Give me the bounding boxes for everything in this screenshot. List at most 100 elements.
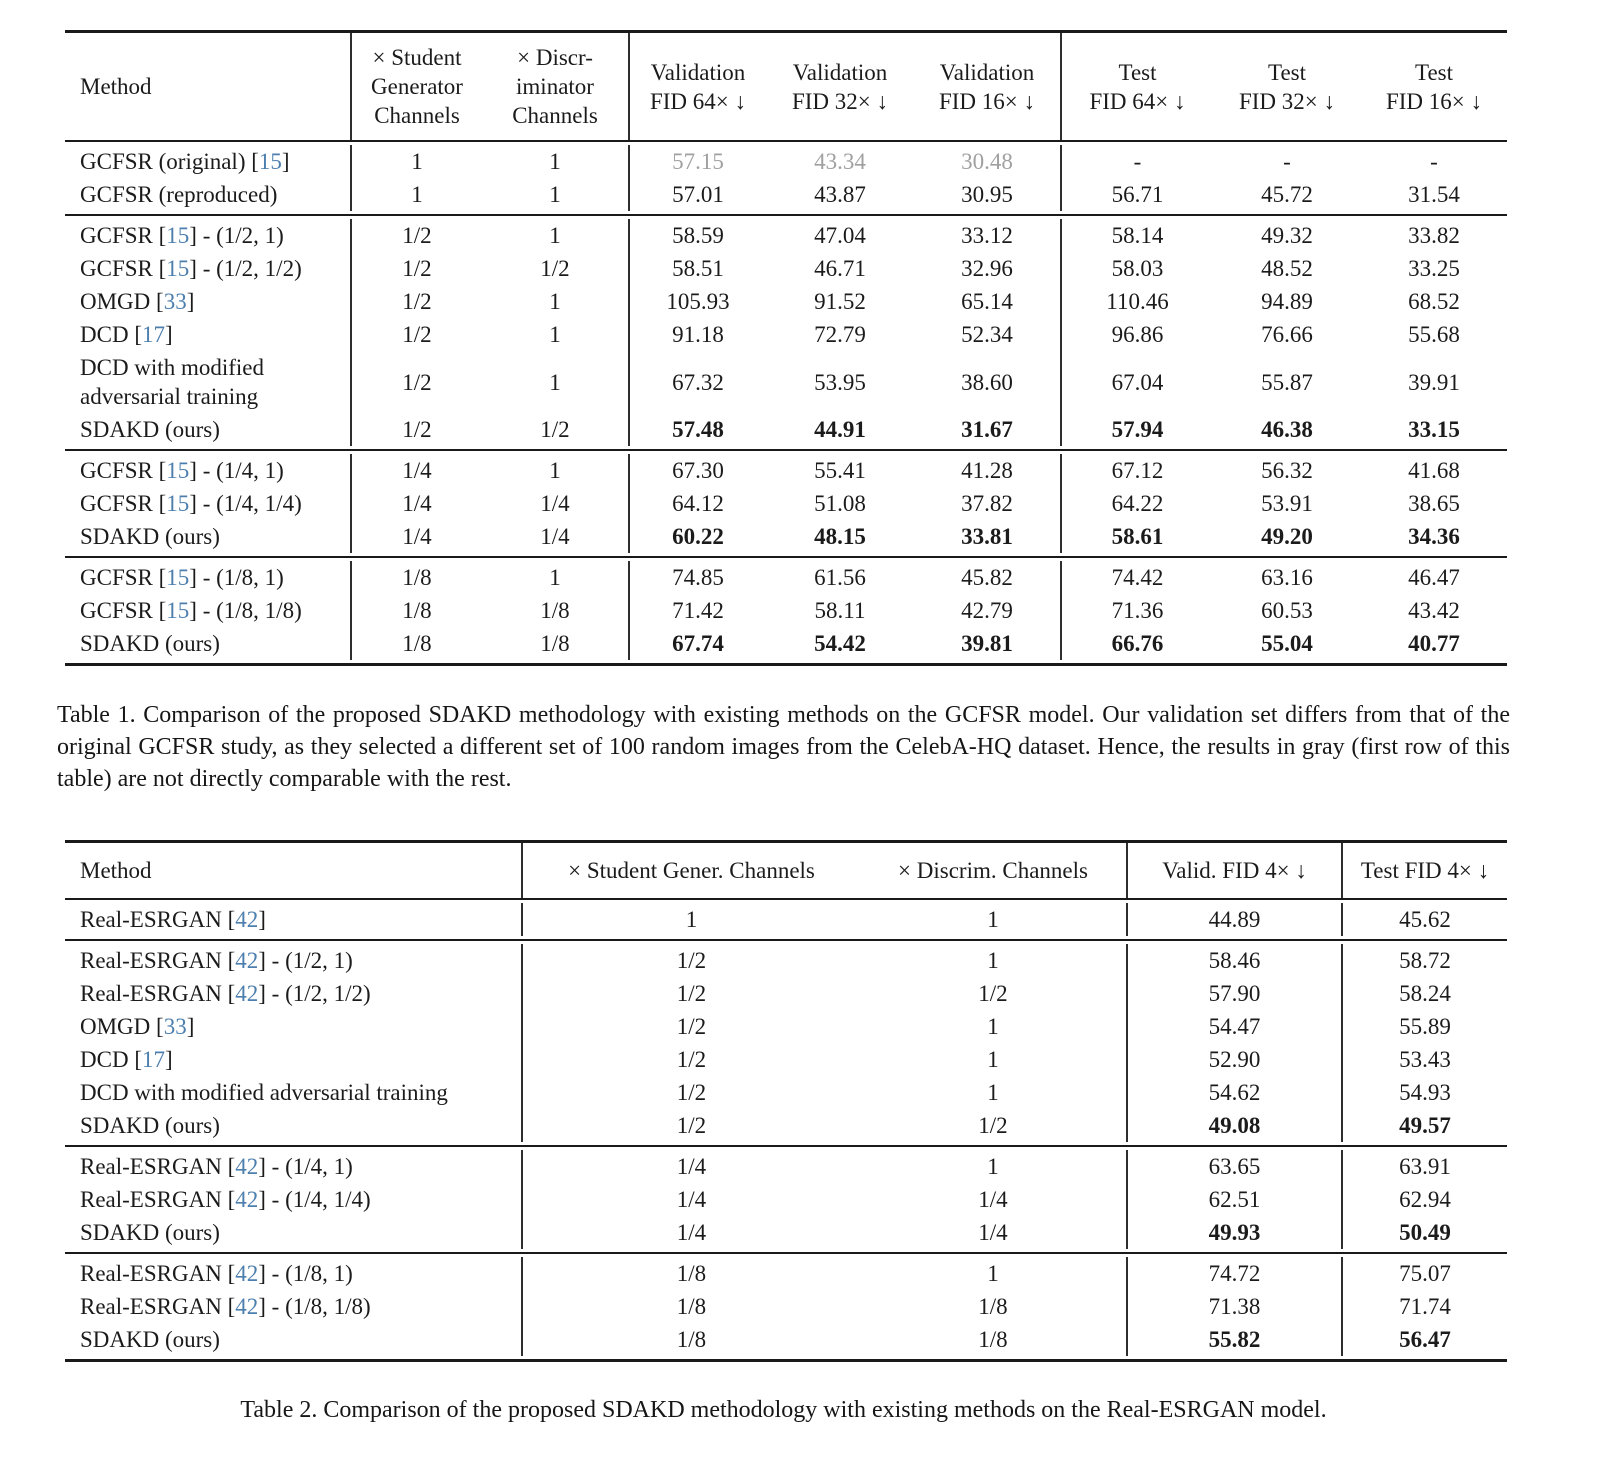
citation-bracket: ] [186,289,195,314]
citation: [15] [159,223,197,248]
citation: [15] [159,458,197,483]
table-row: GCFSR [15] - (1/4, 1/4) 1/4 1/4 64.12 51.08 3… [65,487,1507,520]
channel-multiplier-cell: 1/4 [676,1187,707,1212]
citation: [42] [228,948,266,973]
fid-value-cell: 55.87 [1261,369,1313,395]
citation-bracket: ] [258,1294,266,1319]
table-header-row: Method × Student Generator Channels × Discr-… [65,33,1507,142]
table-header-row: Method × Student Gener. Channels × Discrim… [65,843,1507,900]
channel-multiplier-cell: 1/4 [676,1154,707,1179]
fid-value-cell: 42.79 [914,594,1062,627]
method-cell: GCFSR (original) [15] [65,145,352,178]
method-label-text: DCD with modified adversarial training [80,355,264,409]
citation-link[interactable]: 42 [235,1187,259,1212]
citation-link[interactable]: 42 [235,1261,259,1286]
method-label-text: Real-ESRGAN [80,1154,228,1179]
test-fid-16x-header: Test FID 16× ↓ [1361,33,1507,140]
method-label-text: - (1/2, 1) [196,223,284,248]
method-cell: Real-ESRGAN [42] - (1/8, 1/8) [65,1290,523,1323]
method-label-text: - (1/4, 1) [196,458,284,483]
table-section: Real-ESRGAN [42] - (1/4, 1) 1/4 1 63.65 63.9… [65,1145,1507,1252]
method-cell: DCD with modified adversarial training [65,1076,523,1109]
method-label-text: GCFSR [80,598,159,623]
table-row: SDAKD (ours) 1/2 1/2 57.48 44.91 31.67 57.94 46… [65,413,1507,446]
channel-multiplier-cell: 1/2 [482,252,630,285]
channel-multiplier-cell: 1/4 [402,458,432,483]
citation-bracket: ] [258,1261,266,1286]
citation-link[interactable]: 15 [258,149,282,174]
method-label-text: DCD [80,1047,135,1072]
test-fid-32x-header: Test FID 32× ↓ [1213,33,1361,140]
channel-multiplier-cell: 1 [860,1043,1128,1076]
citation: [42] [228,1261,266,1286]
discriminator-channels-header: × Discr-iminator Channels [482,33,630,140]
citation-link[interactable]: 42 [235,948,259,973]
citation-link[interactable]: 33 [163,289,187,314]
channel-multiplier-cell: 1 [482,561,630,594]
table-row: Real-ESRGAN [42] - (1/4, 1/4) 1/4 1/4 62.51… [65,1183,1507,1216]
method-cell-text: SDAKD (ours) [80,1325,220,1354]
table-section: GCFSR [15] - (1/4, 1) 1/4 1 67.30 55.41 41.28… [65,449,1507,556]
fid-value-cell: 45.62 [1399,907,1451,932]
citation-link[interactable]: 42 [235,1294,259,1319]
channel-multiplier-cell: 1 [411,182,423,207]
validation-fid-64x-header-line: Validation [650,59,746,85]
channel-multiplier-cell: 1/8 [402,598,432,623]
method-cell-text: GCFSR (reproduced) [80,180,277,209]
citation-link[interactable]: 17 [141,1047,165,1072]
table-row: GCFSR [15] - (1/8, 1/8) 1/8 1/8 71.42 58.11 4… [65,594,1507,627]
citation-link[interactable]: 33 [163,1014,187,1039]
table-row: GCFSR (original) [15] 1 1 57.15 43.34 30.48 - -… [65,145,1507,178]
method-label-text: - (1/8, 1/8) [265,1294,371,1319]
citation: [17] [134,322,172,347]
fid-value-cell: 54.42 [814,631,866,656]
table-row: DCD with modified adversarial training 1/… [65,351,1507,413]
table-row: GCFSR [15] - (1/2, 1/2) 1/2 1/2 58.51 46.71 3… [65,252,1507,285]
citation-link[interactable]: 15 [166,598,190,623]
table-section: GCFSR [15] - (1/8, 1) 1/8 1 74.85 61.56 45.82… [65,556,1507,663]
channel-multiplier-cell: 1 [685,907,698,932]
method-label-text: - (1/8, 1) [265,1261,353,1286]
fid-value-cell: 72.79 [814,322,866,347]
citation-link[interactable]: 42 [235,1154,259,1179]
channel-multiplier-cell: 1 [860,1010,1128,1043]
discriminator-channels-header-line: × Discr- [517,45,593,70]
citation-bracket: ] [258,981,266,1006]
fid-value-cell: 44.91 [814,417,866,442]
fid-value-cell: 34.36 [1408,524,1460,549]
student-generator-channels-header-line: Generator [371,74,463,99]
fid-value-cell: 54.93 [1399,1080,1451,1105]
citation-link[interactable]: 15 [166,565,190,590]
citation-bracket: ] [189,458,197,483]
citation: [15] [251,149,289,174]
table-row: DCD with modified adversarial training 1/… [65,1076,1507,1109]
citation-link[interactable]: 15 [166,491,190,516]
fid-value-cell: 53.91 [1261,491,1313,516]
citation-bracket: [ [227,907,236,932]
channel-multiplier-cell: 1 [411,149,423,174]
citation-bracket: [ [134,1047,142,1072]
validation-fid-16x-header-line: Validation [939,59,1035,85]
citation-bracket: [ [227,1294,236,1319]
citation-link[interactable]: 15 [166,256,190,281]
citation-link[interactable]: 42 [235,981,259,1006]
citation-bracket: ] [258,1187,266,1212]
validation-fid-64x-header-line: FID 64× ↓ [649,88,747,114]
method-label-text: OMGD [80,289,157,314]
method-cell: SDAKD (ours) [65,413,352,446]
citation: [42] [228,1187,266,1212]
fid-value-cell: 64.12 [672,491,724,516]
citation-link[interactable]: 15 [166,458,190,483]
table-row: Real-ESRGAN [42] - (1/8, 1/8) 1/8 1/8 71.38… [65,1290,1507,1323]
fid-value-cell: 55.68 [1408,322,1460,347]
citation-link[interactable]: 17 [141,322,165,347]
fid-value-cell: 46.38 [1261,417,1313,442]
method-cell: SDAKD (ours) [65,1109,523,1142]
table-row: Real-ESRGAN [42] - (1/2, 1/2) 1/2 1/2 57.90… [65,977,1507,1010]
citation-link[interactable]: 42 [235,907,259,932]
table-row: GCFSR [15] - (1/8, 1) 1/8 1 74.85 61.56 45.82… [65,561,1507,594]
fid-value-cell: 56.71 [1111,182,1164,207]
citation-link[interactable]: 15 [166,223,190,248]
valid-fid-4x-header-line: Valid. FID 4× ↓ [1162,858,1307,883]
